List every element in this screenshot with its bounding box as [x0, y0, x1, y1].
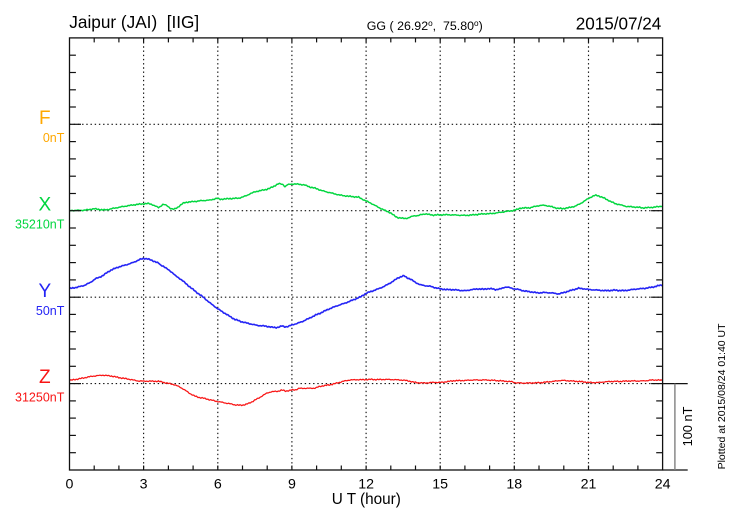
svg-text:35210nT: 35210nT: [15, 217, 65, 231]
svg-text:9: 9: [288, 477, 296, 493]
svg-text:GG ( 26.92o, 75.80o): GG ( 26.92o, 75.80o): [367, 19, 483, 33]
svg-text:Z: Z: [39, 367, 51, 388]
svg-text:3: 3: [140, 477, 148, 493]
svg-text:100 nT: 100 nT: [680, 406, 695, 446]
svg-text:F: F: [39, 108, 51, 129]
svg-text:U T (hour): U T (hour): [332, 491, 401, 508]
svg-text:15: 15: [432, 477, 448, 493]
svg-text:X: X: [38, 194, 51, 215]
svg-text:2015/07/24: 2015/07/24: [576, 15, 662, 34]
svg-text:24: 24: [655, 477, 671, 493]
svg-text:0nT: 0nT: [43, 131, 65, 145]
svg-text:6: 6: [214, 477, 222, 493]
svg-text:0: 0: [66, 477, 74, 493]
svg-text:Plotted at 2015/08/24 01:40 UT: Plotted at 2015/08/24 01:40 UT: [716, 323, 728, 470]
svg-text:Y: Y: [38, 281, 51, 302]
svg-text:Jaipur (JAI) [IIG]: Jaipur (JAI) [IIG]: [69, 12, 199, 32]
svg-text:21: 21: [581, 477, 597, 493]
svg-text:50nT: 50nT: [36, 304, 65, 318]
svg-text:31250nT: 31250nT: [15, 390, 65, 404]
svg-text:12: 12: [358, 477, 374, 493]
svg-text:18: 18: [506, 477, 522, 493]
